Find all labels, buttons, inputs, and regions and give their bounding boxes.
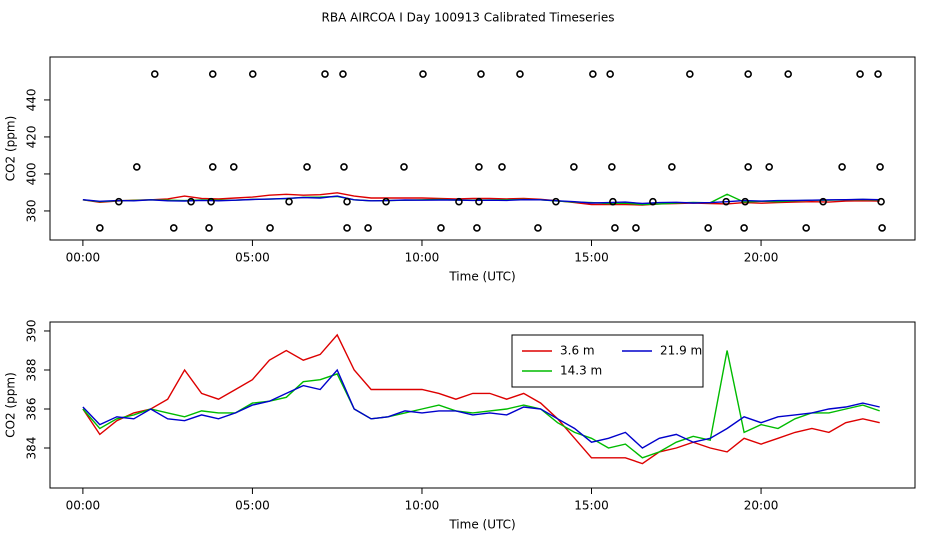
calibration-point xyxy=(475,163,483,171)
calibration-point xyxy=(534,224,542,232)
calibration-point xyxy=(741,197,749,206)
series-line xyxy=(82,333,880,465)
calibration-point xyxy=(838,163,846,171)
calibration-point xyxy=(208,70,217,78)
x-tick-label: 05:00 xyxy=(235,251,270,265)
calibration-point xyxy=(340,163,348,171)
calibration-point xyxy=(632,224,640,232)
y-axis-label: CO2 (ppm) xyxy=(4,116,18,182)
calibration-point xyxy=(229,163,238,171)
series-line xyxy=(82,350,880,459)
calibration-point xyxy=(455,197,463,206)
calibration-point xyxy=(668,163,676,171)
plot-data xyxy=(82,70,886,232)
y-tick-label: 380 xyxy=(25,199,39,222)
x-tick-label: 20:00 xyxy=(744,251,779,265)
page-title: RBA AIRCOA I Day 100913 Calibrated Times… xyxy=(322,11,615,25)
calibration-point xyxy=(343,224,351,232)
y-tick-label: 420 xyxy=(25,125,39,148)
calibration-point xyxy=(382,197,390,206)
x-tick-label: 00:00 xyxy=(66,499,101,513)
plot-frame xyxy=(49,56,916,241)
legend-label: 3.6 m xyxy=(560,344,595,358)
x-tick-label: 00:00 xyxy=(66,251,101,265)
calibration-point xyxy=(611,224,619,232)
calibration-point xyxy=(169,224,178,232)
calibration-point xyxy=(516,70,524,78)
calibration-point xyxy=(856,70,864,78)
calibration-point xyxy=(784,70,792,78)
calibration-point xyxy=(876,163,884,171)
calibration-point xyxy=(802,224,810,232)
y-tick-label: 388 xyxy=(25,359,39,382)
calibration-point xyxy=(878,224,886,232)
calibration-point xyxy=(150,70,159,78)
calibration-point xyxy=(704,224,712,232)
calibration-point xyxy=(606,70,614,78)
calibration-point xyxy=(400,163,408,171)
calibration-point xyxy=(498,163,506,171)
calibration-point xyxy=(552,197,560,206)
calibration-point xyxy=(248,70,257,78)
plot-data xyxy=(82,333,880,465)
calibration-point xyxy=(744,70,752,78)
calibration-point xyxy=(205,224,213,232)
calibration-point xyxy=(339,70,347,78)
calibration-point xyxy=(207,197,215,206)
series-line xyxy=(82,368,880,449)
calibration-point xyxy=(477,70,485,78)
calibration-point xyxy=(208,163,217,171)
calibration-point xyxy=(475,197,483,206)
calibration-point xyxy=(343,197,351,206)
calibration-point xyxy=(740,224,748,232)
calibration-point xyxy=(437,224,445,232)
calibration-point xyxy=(285,197,293,206)
legend-box xyxy=(511,334,704,388)
calibration-point xyxy=(187,197,195,206)
calibration-point xyxy=(473,224,481,232)
plot-frame xyxy=(49,321,916,489)
y-tick-label: 400 xyxy=(25,162,39,185)
calibration-point xyxy=(589,70,597,78)
x-tick-label: 15:00 xyxy=(574,251,609,265)
calibration-point xyxy=(765,163,773,171)
x-axis-label: Time (UTC) xyxy=(448,270,515,284)
calibration-point xyxy=(609,197,617,206)
y-tick-label: 440 xyxy=(25,88,39,111)
calibration-point xyxy=(744,163,752,171)
calibration-point xyxy=(303,163,311,171)
calibration-point xyxy=(819,197,827,206)
y-axis-label: CO2 (ppm) xyxy=(4,372,18,438)
calibration-point xyxy=(570,163,578,171)
calibration-point xyxy=(722,197,730,206)
calibration-point xyxy=(686,70,694,78)
y-tick-label: 384 xyxy=(25,437,39,460)
series-line xyxy=(82,192,880,206)
calibration-point xyxy=(133,163,141,171)
legend-label: 14.3 m xyxy=(560,364,602,378)
calibration-point xyxy=(266,224,274,232)
y-tick-label: 386 xyxy=(25,398,39,421)
calibration-point xyxy=(874,70,882,78)
x-tick-label: 05:00 xyxy=(235,499,270,513)
legend-label: 21.9 m xyxy=(660,344,702,358)
calibration-point xyxy=(96,224,104,232)
x-tick-label: 15:00 xyxy=(574,499,609,513)
calibration-point xyxy=(877,197,885,206)
calibration-point xyxy=(649,197,657,206)
calibration-point xyxy=(364,224,372,232)
calibration-point xyxy=(419,70,427,78)
calibration-point xyxy=(321,70,329,78)
x-tick-label: 20:00 xyxy=(744,499,779,513)
y-tick-label: 390 xyxy=(25,320,39,343)
x-tick-label: 10:00 xyxy=(405,499,440,513)
x-tick-label: 10:00 xyxy=(405,251,440,265)
calibration-point xyxy=(115,197,123,206)
calibration-point xyxy=(608,163,616,171)
x-axis-label: Time (UTC) xyxy=(448,518,515,532)
